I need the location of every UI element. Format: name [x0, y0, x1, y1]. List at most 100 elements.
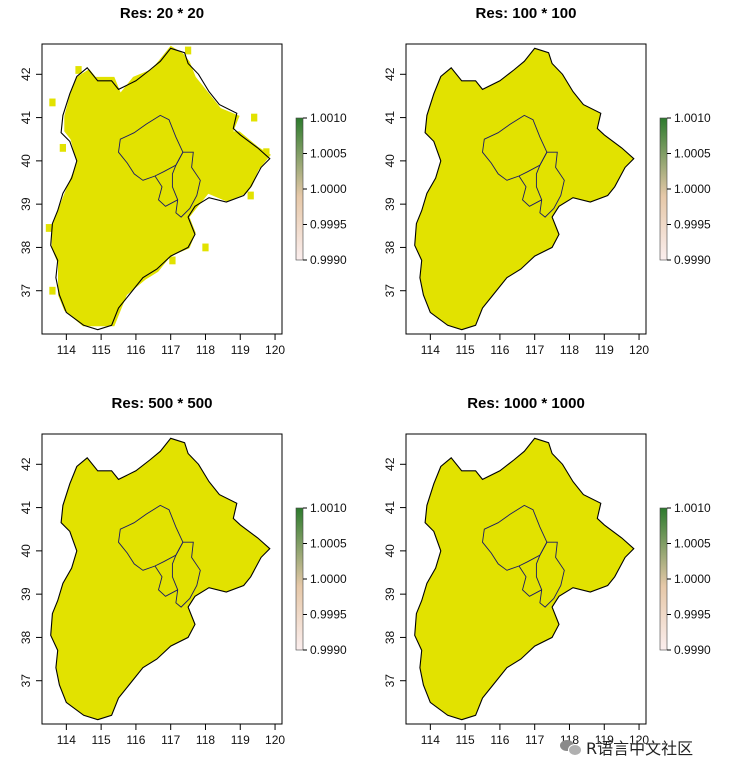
plot-frame: [405, 433, 647, 725]
x-tick-label: 116: [126, 343, 145, 357]
y-tick-label: 37: [19, 284, 33, 298]
legend-label: 1.0000: [674, 182, 711, 196]
x-tick-label: 114: [421, 733, 440, 747]
tianjin-border: [171, 151, 201, 218]
legend-colorbar: [659, 117, 668, 261]
y-tick-label: 42: [19, 67, 33, 81]
x-tick-label: 119: [231, 733, 250, 747]
x-tick-label: 114: [57, 343, 76, 357]
raster-cell: [202, 243, 209, 252]
legend-label: 1.0005: [310, 147, 347, 161]
raster-cell: [49, 98, 56, 107]
hebei-border: [414, 437, 635, 721]
legend-label: 1.0005: [310, 537, 347, 551]
legend-label: 1.0010: [674, 111, 711, 125]
raster-cell: [59, 143, 66, 152]
x-tick-label: 119: [595, 733, 614, 747]
chart-panel-1: Res: 20 * 20 114 115 116 117 118 119 120 37 38 39 4…: [19, 5, 347, 357]
x-tick-label: 117: [161, 343, 180, 357]
x-tick-label: 116: [490, 733, 509, 747]
y-tick-label: 41: [383, 111, 397, 125]
legend-label: 1.0005: [674, 147, 711, 161]
legend-label: 0.9995: [674, 608, 711, 622]
y-tick-label: 40: [19, 154, 33, 168]
chart-title: Res: 1000 * 1000: [467, 395, 585, 412]
x-tick-label: 116: [126, 733, 145, 747]
legend-label: 0.9990: [310, 643, 347, 657]
wechat-icon: [560, 738, 582, 756]
inner-border: [518, 565, 542, 597]
raster-cell: [75, 66, 82, 74]
chart-panel-3: Res: 500 * 500 114 115 116 117 118 119 120 37 38 3…: [19, 395, 347, 747]
chart-title: Res: 500 * 500: [112, 395, 213, 412]
legend-colorbar: [295, 117, 304, 261]
tianjin-border: [535, 541, 565, 608]
legend-label: 0.9990: [674, 643, 711, 657]
y-tick-label: 42: [19, 457, 33, 471]
x-tick-label: 120: [265, 343, 285, 357]
chart-panel-2: Res: 100 * 100 114 115 116 117 118 119 120 37 38 3…: [383, 5, 711, 357]
hebei-border: [50, 437, 271, 721]
inner-border: [154, 175, 178, 207]
x-tick-label: 116: [490, 343, 509, 357]
x-tick-label: 118: [560, 343, 579, 357]
tianjin-border: [535, 151, 565, 218]
legend-label: 1.0000: [674, 572, 711, 586]
y-tick-label: 42: [383, 457, 397, 471]
inner-border: [518, 175, 542, 207]
y-tick-label: 41: [383, 501, 397, 515]
y-tick-label: 38: [19, 240, 33, 254]
beijing-border: [118, 504, 184, 571]
hebei-border: [414, 47, 635, 331]
y-tick-label: 37: [19, 674, 33, 688]
watermark: R语言中文社区: [560, 735, 693, 759]
legend-label: 1.0000: [310, 182, 347, 196]
x-tick-label: 117: [161, 733, 180, 747]
y-tick-label: 40: [383, 154, 397, 168]
beijing-border: [482, 504, 548, 571]
legend-label: 1.0010: [674, 501, 711, 515]
raster-cell: [251, 113, 258, 122]
raster-cell: [169, 256, 176, 265]
y-tick-label: 38: [383, 630, 397, 644]
watermark-text: R语言中文社区: [586, 739, 694, 758]
raster-cell: [49, 286, 56, 295]
plot-frame: [41, 43, 283, 335]
legend-label: 0.9995: [310, 218, 347, 232]
plot-frame: [41, 433, 283, 725]
chart-panel-4: Res: 1000 * 1000114115116117118119120373…: [383, 395, 711, 747]
x-tick-label: 114: [57, 733, 76, 747]
x-tick-label: 120: [629, 343, 649, 357]
raster-cell: [184, 46, 192, 55]
y-tick-label: 39: [19, 197, 33, 211]
raster-fill: [414, 48, 634, 330]
legend-label: 0.9990: [674, 253, 711, 267]
inner-border: [154, 565, 178, 597]
y-tick-label: 39: [383, 197, 397, 211]
raster-cell: [263, 148, 270, 157]
x-tick-label: 117: [525, 343, 544, 357]
y-tick-label: 38: [19, 630, 33, 644]
y-tick-label: 41: [19, 111, 33, 125]
legend-label: 1.0010: [310, 501, 347, 515]
x-tick-label: 119: [595, 343, 614, 357]
hebei-border: [50, 47, 271, 331]
legend-label: 1.0005: [674, 537, 711, 551]
legend-label: 0.9995: [310, 608, 347, 622]
y-tick-label: 39: [383, 587, 397, 601]
x-tick-label: 118: [196, 343, 215, 357]
x-tick-label: 115: [456, 733, 475, 747]
x-tick-label: 114: [421, 343, 440, 357]
y-tick-label: 38: [383, 240, 397, 254]
x-tick-label: 120: [629, 733, 649, 747]
legend-colorbar: [295, 507, 304, 651]
beijing-border: [118, 114, 184, 181]
y-tick-label: 40: [383, 544, 397, 558]
legend-label: 0.9995: [674, 218, 711, 232]
x-tick-label: 119: [231, 343, 250, 357]
legend-colorbar: [659, 507, 668, 651]
y-tick-label: 39: [19, 587, 33, 601]
x-tick-label: 120: [265, 733, 285, 747]
x-tick-label: 118: [196, 733, 215, 747]
